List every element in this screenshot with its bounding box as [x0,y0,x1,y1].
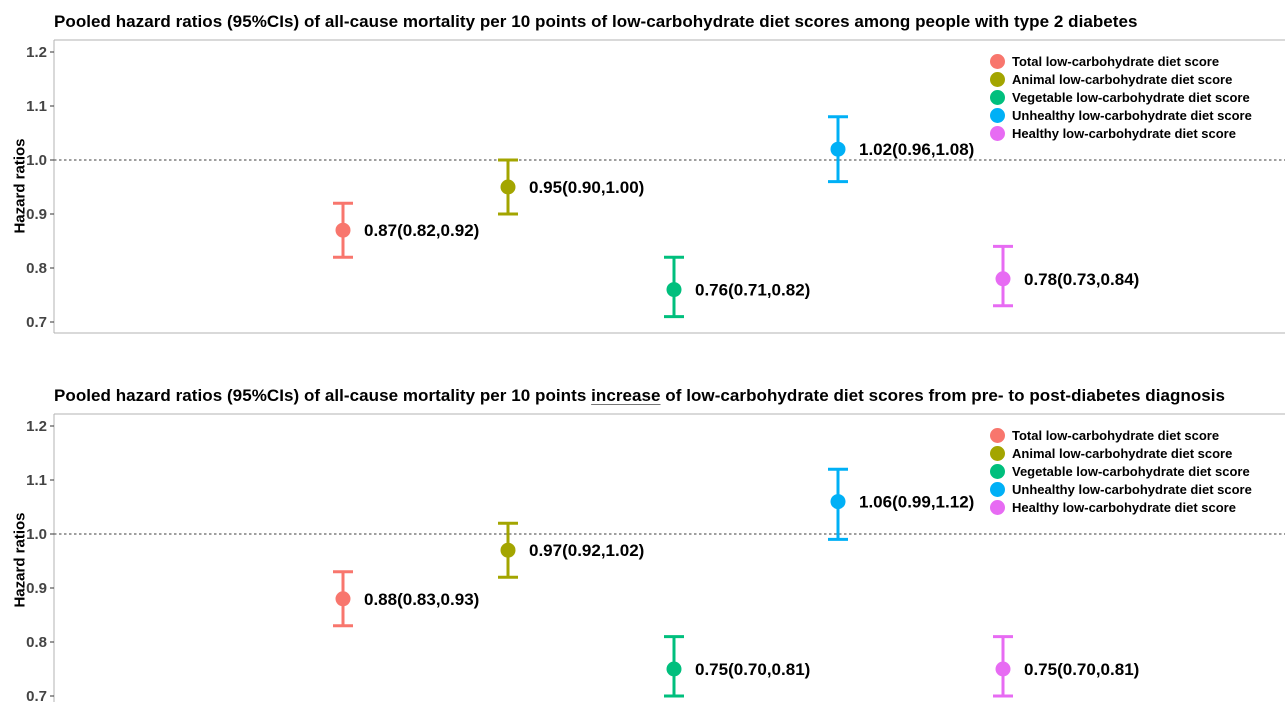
legend-item: Total low-carbohydrate diet score [990,52,1252,70]
legend-key [990,482,1005,498]
legend-label: Vegetable low-carbohydrate diet score [1012,463,1250,479]
legend-key [990,445,1005,461]
series-group: 0.87(0.82,0.92) [333,201,479,259]
data-point [830,141,846,157]
data-point [666,661,682,677]
y-tick-label: 1.0 [26,526,47,543]
data-point [335,222,351,238]
series-group: 0.75(0.70,0.81) [664,635,810,698]
series-group: 0.76(0.71,0.82) [664,255,810,319]
legend: Total low-carbohydrate diet score Animal… [990,426,1252,517]
legend: Total low-carbohydrate diet score Animal… [990,52,1252,143]
series-group: 0.78(0.73,0.84) [993,244,1139,308]
data-point [995,661,1011,677]
y-tick-label: 1.1 [26,472,47,489]
legend-label: Healthy low-carbohydrate diet score [1012,500,1236,516]
series-group: 1.06(0.99,1.12) [828,467,974,541]
data-point [335,591,351,607]
legend-label: Unhealthy low-carbohydrate diet score [1012,482,1252,498]
data-label: 1.02(0.96,1.08) [859,140,974,159]
legend-label: Animal low-carbohydrate diet score [1012,71,1233,87]
data-label: 0.97(0.92,1.02) [529,541,644,560]
legend-label: Healthy low-carbohydrate diet score [1012,126,1236,142]
legend-item: Unhealthy low-carbohydrate diet score [990,481,1252,499]
legend-item: Unhealthy low-carbohydrate diet score [990,107,1252,125]
legend-key [990,108,1005,124]
legend-label: Unhealthy low-carbohydrate diet score [1012,108,1252,124]
legend-item: Healthy low-carbohydrate diet score [990,499,1252,517]
y-tick-label: 0.8 [26,260,47,277]
legend-item: Vegetable low-carbohydrate diet score [990,462,1252,480]
chart-title: Pooled hazard ratios (95%CIs) of all-cau… [54,12,1138,31]
data-point [830,494,846,510]
legend-key [990,71,1005,87]
legend-label: Animal low-carbohydrate diet score [1012,445,1233,461]
y-tick-label: 0.9 [26,206,47,223]
title-part: of low-carbohydrate diet scores from pre… [660,386,1226,405]
y-tick-label: 0.7 [26,688,47,702]
legend-key [990,126,1005,142]
legend-item: Animal low-carbohydrate diet score [990,444,1252,462]
legend-label: Vegetable low-carbohydrate diet score [1012,89,1250,105]
data-point [500,542,516,558]
data-label: 1.06(0.99,1.12) [859,493,974,512]
y-tick-label: 1.2 [26,44,47,61]
data-label: 0.76(0.71,0.82) [695,281,810,300]
legend-key [990,53,1005,69]
data-point [666,282,682,298]
legend-key [990,500,1005,516]
y-tick-label: 0.9 [26,580,47,597]
legend-label: Total low-carbohydrate diet score [1012,53,1220,69]
legend-key [990,89,1005,105]
data-label: 0.88(0.83,0.93) [364,590,479,609]
legend-item: Healthy low-carbohydrate diet score [990,125,1252,143]
y-tick-label: 1.1 [26,98,47,115]
data-point [995,271,1011,287]
plot-area: 0.7 0.8 0.9 1.0 1.1 1.2 0.88(0.83,0.93) 0.97(0.… [26,413,1285,702]
legend-label: Total low-carbohydrate diet score [1012,427,1220,443]
data-label: 0.95(0.90,1.00) [529,178,644,197]
legend-key [990,427,1005,443]
chart-panel-1: Pooled hazard ratios (95%CIs) of all-cau… [0,0,1285,350]
legend-key [990,463,1005,479]
plot-area: 0.7 0.8 0.9 1.0 1.1 1.2 0.87(0.82,0.92) 0.95(0.… [26,39,1285,334]
legend-item: Vegetable low-carbohydrate diet score [990,88,1252,106]
legend-item: Total low-carbohydrate diet score [990,426,1252,444]
series-group: 0.97(0.92,1.02) [498,521,644,579]
title-part-underlined: increase [591,386,661,405]
y-tick-label: 1.2 [26,418,47,435]
legend-item: Animal low-carbohydrate diet score [990,70,1252,88]
y-tick-label: 0.8 [26,634,47,651]
series-group: 0.75(0.70,0.81) [993,635,1139,698]
series-group: 0.88(0.83,0.93) [333,570,479,628]
series-group: 0.95(0.90,1.00) [498,158,644,216]
series-group: 1.02(0.96,1.08) [828,115,974,184]
data-label: 0.87(0.82,0.92) [364,221,479,240]
chart-panel-2: Pooled hazard ratios (95%CIs) of all-cau… [0,374,1285,702]
data-point [500,179,516,195]
y-tick-label: 1.0 [26,152,47,169]
data-label: 0.75(0.70,0.81) [1024,660,1139,679]
chart-title: Pooled hazard ratios (95%CIs) of all-cau… [54,386,1225,406]
y-tick-label: 0.7 [26,314,47,331]
title-part: Pooled hazard ratios (95%CIs) of all-cau… [54,386,592,405]
data-label: 0.75(0.70,0.81) [695,660,810,679]
data-label: 0.78(0.73,0.84) [1024,270,1139,289]
